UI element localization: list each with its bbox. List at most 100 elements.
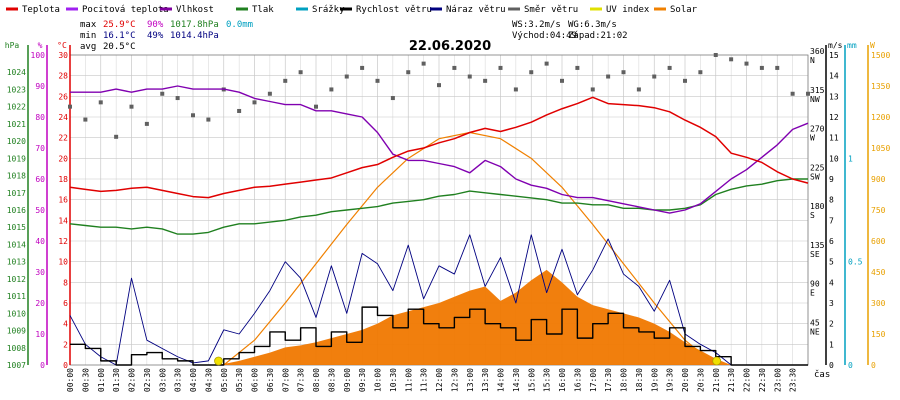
axis-temp-tick-label: 26 bbox=[58, 92, 68, 101]
legend-item-2: Vlhkost bbox=[160, 5, 214, 15]
axis-w-tick-label: 900 bbox=[871, 175, 886, 184]
chart-title: 22.06.2020 bbox=[409, 39, 491, 54]
legend-label: Tlak bbox=[252, 5, 274, 15]
wind-direction-point bbox=[252, 100, 257, 105]
x-tick-label: 14:30 bbox=[512, 368, 521, 392]
wind-direction-point bbox=[267, 91, 272, 96]
direction-tick-name: NW bbox=[810, 95, 820, 104]
axis-w-tick-label: 150 bbox=[871, 330, 886, 339]
stat-max-press: 1017.8hPa bbox=[170, 20, 219, 30]
axis-pct-tick-label: 80 bbox=[35, 113, 45, 122]
legend-item-1: Pocitová teplota bbox=[66, 5, 169, 15]
axis-pct-unit: % bbox=[38, 41, 43, 50]
x-tick-label: 11:00 bbox=[404, 368, 413, 392]
axis-w-tick-label: 1050 bbox=[871, 144, 890, 153]
x-tick-label: 23:30 bbox=[789, 368, 798, 392]
x-tick-label: 04:30 bbox=[204, 368, 213, 392]
axis-ms-tick-label: 9 bbox=[829, 175, 834, 184]
axis-pct-tick-label: 30 bbox=[35, 268, 45, 277]
axis-pct-tick-label: 40 bbox=[35, 237, 45, 246]
axis-temp-tick-label: 24 bbox=[58, 113, 68, 122]
axis-temp-tick-label: 22 bbox=[58, 134, 68, 143]
axis-temp-tick-label: 20 bbox=[58, 154, 68, 163]
direction-tick-value: 135 bbox=[810, 241, 825, 250]
wind-direction-point bbox=[375, 78, 380, 83]
stat-rain: 0.0mm bbox=[226, 20, 253, 30]
sunrise-marker bbox=[214, 356, 223, 366]
x-tick-label: 10:30 bbox=[389, 368, 398, 392]
x-tick-label: 18:30 bbox=[635, 368, 644, 392]
stat-sunset: Západ:21:02 bbox=[568, 31, 628, 41]
axis-w-tick-label: 450 bbox=[871, 268, 886, 277]
axis-hpa-tick-label: 1011 bbox=[7, 292, 26, 301]
axis-temp-tick-label: 4 bbox=[63, 320, 68, 329]
axis-hpa-tick-label: 1024 bbox=[7, 68, 26, 77]
legend-label: Solar bbox=[670, 5, 698, 15]
axis-hpa-tick-label: 1010 bbox=[7, 309, 26, 318]
axis-temp-tick-label: 2 bbox=[63, 340, 68, 349]
axis-ms-tick-label: 6 bbox=[829, 237, 834, 246]
x-tick-label: 05:00 bbox=[220, 368, 229, 392]
axis-hpa-unit: hPa bbox=[5, 41, 20, 50]
x-tick-label: 13:30 bbox=[481, 368, 490, 392]
x-tick-label: 21:30 bbox=[727, 368, 736, 392]
wind-direction-point bbox=[114, 134, 119, 139]
axis-pct: % 0 10 20 30 40 50 60 70 80 90 100 bbox=[31, 41, 48, 370]
x-tick-label: 04:00 bbox=[189, 368, 198, 392]
series-humidity bbox=[70, 85, 809, 214]
wind-direction-point bbox=[806, 91, 810, 96]
legend-item-3: Tlak bbox=[236, 5, 274, 15]
x-tick-label: 02:00 bbox=[128, 368, 137, 392]
x-tick-label: 03:00 bbox=[158, 368, 167, 392]
axis-pct-tick-label: 90 bbox=[35, 82, 45, 91]
direction-tick-name: NE bbox=[810, 327, 820, 336]
stat-min-hum: 49% bbox=[147, 31, 164, 41]
direction-tick-value: 225 bbox=[810, 163, 825, 172]
x-tick-label: 22:30 bbox=[758, 368, 767, 392]
axis-mm-tick-label: 0.5 bbox=[848, 258, 863, 267]
axis-ms-tick-label: 5 bbox=[829, 258, 834, 267]
axes: hPa1007100810091010101110121013101410151… bbox=[5, 41, 891, 392]
axis-w-tick-label: 0 bbox=[871, 361, 876, 370]
axis-hpa-tick-label: 1021 bbox=[7, 120, 26, 129]
axis-pct-tick-label: 20 bbox=[35, 299, 45, 308]
stat-max-hum: 90% bbox=[147, 20, 164, 30]
direction-tick-name: SW bbox=[810, 172, 820, 181]
stat-sunrise: Východ:04:49 bbox=[512, 31, 577, 41]
wind-direction-point bbox=[759, 65, 764, 70]
axis-hpa-tick-label: 1015 bbox=[7, 223, 26, 232]
legend-label: Rychlost větru bbox=[356, 5, 432, 15]
axis-ms-tick-label: 13 bbox=[829, 92, 839, 101]
wind-direction-point bbox=[698, 70, 703, 75]
axis-ms-tick-label: 3 bbox=[829, 299, 834, 308]
legend-item-7: Směr větru bbox=[508, 5, 578, 15]
axis-ms-tick-label: 10 bbox=[829, 154, 839, 163]
legend: Teplota Pocitová teplota Vlhkost Tlak Srážky… bbox=[6, 5, 698, 15]
x-tick-label: 08:00 bbox=[312, 368, 321, 392]
wind-direction-point bbox=[283, 78, 288, 83]
axis-temp-tick-label: 18 bbox=[58, 175, 68, 184]
x-tick-label: 10:00 bbox=[374, 368, 383, 392]
legend-item-6: Náraz větru bbox=[430, 5, 506, 15]
x-tick-label: 12:30 bbox=[450, 368, 459, 392]
x-tick-label: 19:30 bbox=[666, 368, 675, 392]
axis-ms-tick-label: 14 bbox=[829, 72, 839, 81]
stat-ws: WS:3.2m/s bbox=[512, 20, 561, 30]
legend-item-5: Rychlost větru bbox=[340, 5, 432, 15]
axis-hpa-tick-label: 1019 bbox=[7, 154, 26, 163]
wind-direction-point bbox=[790, 91, 795, 96]
x-tick-label: 22:00 bbox=[743, 368, 752, 392]
x-axis-label: čas bbox=[814, 369, 830, 380]
x-tick-label: 05:30 bbox=[235, 368, 244, 392]
axis-ms-tick-label: 12 bbox=[829, 113, 839, 122]
wind-direction-point bbox=[498, 65, 503, 70]
direction-tick-value: 315 bbox=[810, 86, 825, 95]
axis-temp-tick-label: 0 bbox=[63, 361, 68, 370]
legend-label: Teplota bbox=[22, 5, 60, 15]
wind-direction-point bbox=[344, 74, 349, 79]
series-temperature bbox=[69, 96, 809, 199]
axis-mm-tick-label: 0 bbox=[848, 361, 853, 370]
x-tick-label: 09:30 bbox=[358, 368, 367, 392]
x-tick-label: 16:00 bbox=[558, 368, 567, 392]
wind-direction-point bbox=[667, 65, 672, 70]
